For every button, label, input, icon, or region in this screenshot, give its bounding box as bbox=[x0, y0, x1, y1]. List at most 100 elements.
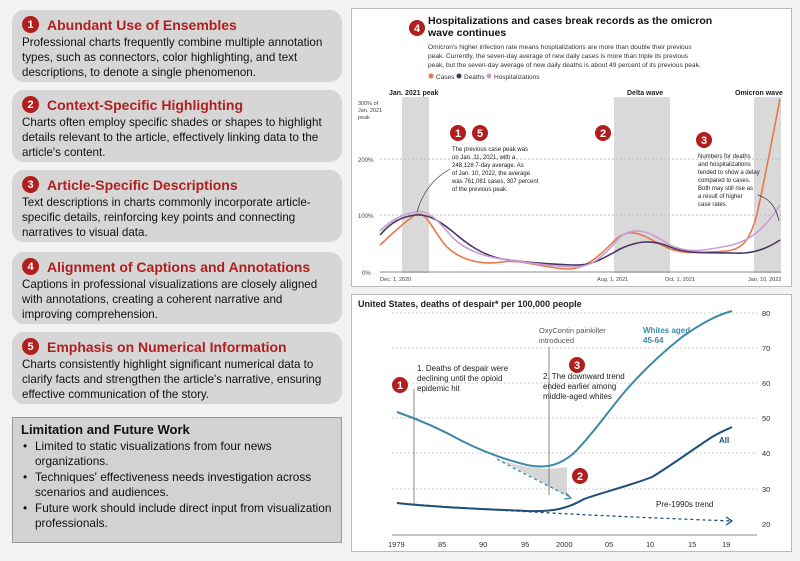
callout-badge-label: 1 bbox=[397, 380, 403, 392]
limitation-item: Limited to static visualizations from fo… bbox=[21, 439, 333, 469]
y-label-top2: Jan. 2021 bbox=[358, 108, 382, 114]
callout-badge-label: 4 bbox=[414, 23, 421, 35]
finding-title: Emphasis on Numerical Information bbox=[47, 338, 287, 355]
number-badge: 3 bbox=[22, 176, 39, 193]
omicron-chart-panel: 4 Hospitalizations and cases break recor… bbox=[351, 8, 792, 287]
note3-line: and hospitalizations bbox=[698, 162, 751, 168]
note1-line: was 761,081 cases, 307 percent bbox=[451, 179, 539, 185]
whites-line bbox=[396, 310, 733, 468]
x-tick: 85 bbox=[438, 540, 446, 549]
chart1-title-line1: Hospitalizations and cases break records… bbox=[428, 15, 712, 27]
deaths-line bbox=[379, 214, 781, 266]
callout-badge-4 bbox=[409, 20, 425, 36]
y-label-top3: peak bbox=[358, 115, 370, 121]
finding-body: Professional charts frequently combine m… bbox=[22, 36, 323, 79]
y-tick: 40 bbox=[762, 449, 770, 458]
chart1-title-line2: wave continues bbox=[427, 27, 506, 39]
legend-swatch-deaths bbox=[456, 73, 462, 79]
x-label-oct: Oct. 1, 2021 bbox=[665, 277, 695, 283]
callout-badge-label: 2 bbox=[577, 471, 583, 483]
finding-title: Context-Specific Highlighting bbox=[47, 96, 243, 113]
callout-badge-label: 2 bbox=[600, 128, 606, 140]
note1-line: declining until the opioid bbox=[417, 374, 502, 383]
y-tick: 80 bbox=[762, 309, 770, 318]
finding-card-4: 4 Alignment of Captions and Annotations C… bbox=[12, 252, 342, 324]
despair-chart-panel: United States, deaths of despair* per 10… bbox=[351, 294, 792, 552]
limitation-item: Techniques' effectiveness needs investig… bbox=[21, 470, 333, 500]
y-label-100: 100% bbox=[358, 214, 374, 220]
finding-card-3: 3 Article-Specific Descriptions Text desc… bbox=[12, 170, 342, 242]
legend-swatch-hosp bbox=[486, 73, 492, 79]
despair-chart: United States, deaths of despair* per 10… bbox=[358, 299, 770, 549]
callout-badge-1 bbox=[392, 377, 408, 393]
pre1990-label: Pre-1990s trend bbox=[656, 500, 713, 509]
note3-line: compared to cases. bbox=[698, 178, 751, 184]
finding-title: Abundant Use of Ensembles bbox=[47, 16, 237, 33]
oxycontin-label-1: OxyContin painkiller bbox=[539, 326, 606, 335]
number-badge: 4 bbox=[22, 258, 39, 275]
note3-line: case rates. bbox=[698, 202, 728, 208]
note1-line: The previous case peak was bbox=[452, 147, 528, 153]
note1-line: 1. Deaths of despair were bbox=[417, 364, 509, 373]
x-tick: 05 bbox=[605, 540, 613, 549]
note1-line: of the previous peak. bbox=[452, 187, 508, 193]
x-label-dec: Dec. 1, 2020 bbox=[380, 277, 411, 283]
y-tick: 30 bbox=[762, 485, 770, 494]
y-tick: 20 bbox=[762, 520, 770, 529]
x-tick: 19 bbox=[722, 540, 730, 549]
hospitalizations-line bbox=[379, 204, 781, 268]
jan-peak-band bbox=[402, 97, 429, 273]
callout-badge-2 bbox=[595, 125, 611, 141]
x-tick: 15 bbox=[688, 540, 696, 549]
note2-line: ended earlier among bbox=[543, 382, 616, 391]
chart2-title: United States, deaths of despair* per 10… bbox=[358, 299, 582, 309]
y-label-0: 0% bbox=[362, 271, 371, 277]
legend-cases: Cases bbox=[436, 74, 455, 81]
x-tick: 2000 bbox=[556, 540, 573, 549]
note3-connector bbox=[757, 194, 780, 222]
note3-line: a result of higher bbox=[698, 194, 743, 200]
delta-wave-label: Delta wave bbox=[627, 90, 663, 97]
note2-line: 2. The downward trend bbox=[543, 372, 625, 381]
finding-body: Charts often employ specific shades or s… bbox=[22, 116, 322, 159]
all-trend-line bbox=[396, 502, 733, 522]
note1-line: of Jan. 10, 2022, the average bbox=[452, 171, 531, 177]
note1-line: 248,128 7-day average. As bbox=[452, 163, 524, 169]
delta-wave-band bbox=[614, 97, 670, 273]
chart1-subtitle-line2: peak. Currently, the seven-day average o… bbox=[428, 53, 689, 60]
gap-shading bbox=[497, 459, 567, 496]
note-previous-peak: The previous case peak was on Jan. 11, 2… bbox=[451, 147, 539, 193]
note1-connector bbox=[416, 168, 451, 213]
callout-badge-label: 5 bbox=[477, 128, 483, 140]
x-tick: 10 bbox=[646, 540, 654, 549]
whites-trend-arrow-icon bbox=[563, 492, 573, 500]
y-label-200: 200% bbox=[358, 158, 374, 164]
number-badge: 5 bbox=[22, 338, 39, 355]
note2-line: middle-aged whites bbox=[543, 392, 612, 401]
chart1-subtitle-line3: peak, but the seven-day average of new d… bbox=[428, 62, 701, 69]
limitations-list: Limited to static visualizations from fo… bbox=[21, 439, 333, 531]
x-tick: 90 bbox=[479, 540, 487, 549]
oxycontin-label-2: introduced bbox=[539, 336, 574, 345]
number-badge: 2 bbox=[22, 96, 39, 113]
omicron-wave-label: Omicron wave bbox=[735, 90, 783, 97]
y-ticks: 20 30 40 50 60 70 80 bbox=[762, 309, 770, 529]
jan-peak-label: Jan. 2021 peak bbox=[389, 90, 439, 97]
whites-trend-line bbox=[496, 458, 571, 498]
all-trend-arrow-icon bbox=[725, 516, 734, 526]
whites-label-1: Whites aged bbox=[643, 326, 690, 335]
x-tick: 95 bbox=[521, 540, 529, 549]
callout-badge-1 bbox=[450, 125, 466, 141]
y-label-top1: 300% of bbox=[358, 101, 379, 107]
finding-title: Alignment of Captions and Annotations bbox=[47, 258, 311, 275]
callout-badge-3 bbox=[696, 132, 712, 148]
omicron-wave-band bbox=[754, 97, 781, 273]
legend-hosp: Hospitalizations bbox=[494, 74, 540, 81]
callout-badge-2 bbox=[572, 468, 588, 484]
limitations-title: Limitation and Future Work bbox=[21, 422, 190, 437]
callout-badge-label: 1 bbox=[455, 128, 461, 140]
note1-line: on Jan. 11, 2021, with a bbox=[452, 155, 516, 161]
finding-title: Article-Specific Descriptions bbox=[47, 176, 238, 193]
y-tick: 60 bbox=[762, 379, 770, 388]
legend-deaths: Deaths bbox=[464, 74, 485, 81]
